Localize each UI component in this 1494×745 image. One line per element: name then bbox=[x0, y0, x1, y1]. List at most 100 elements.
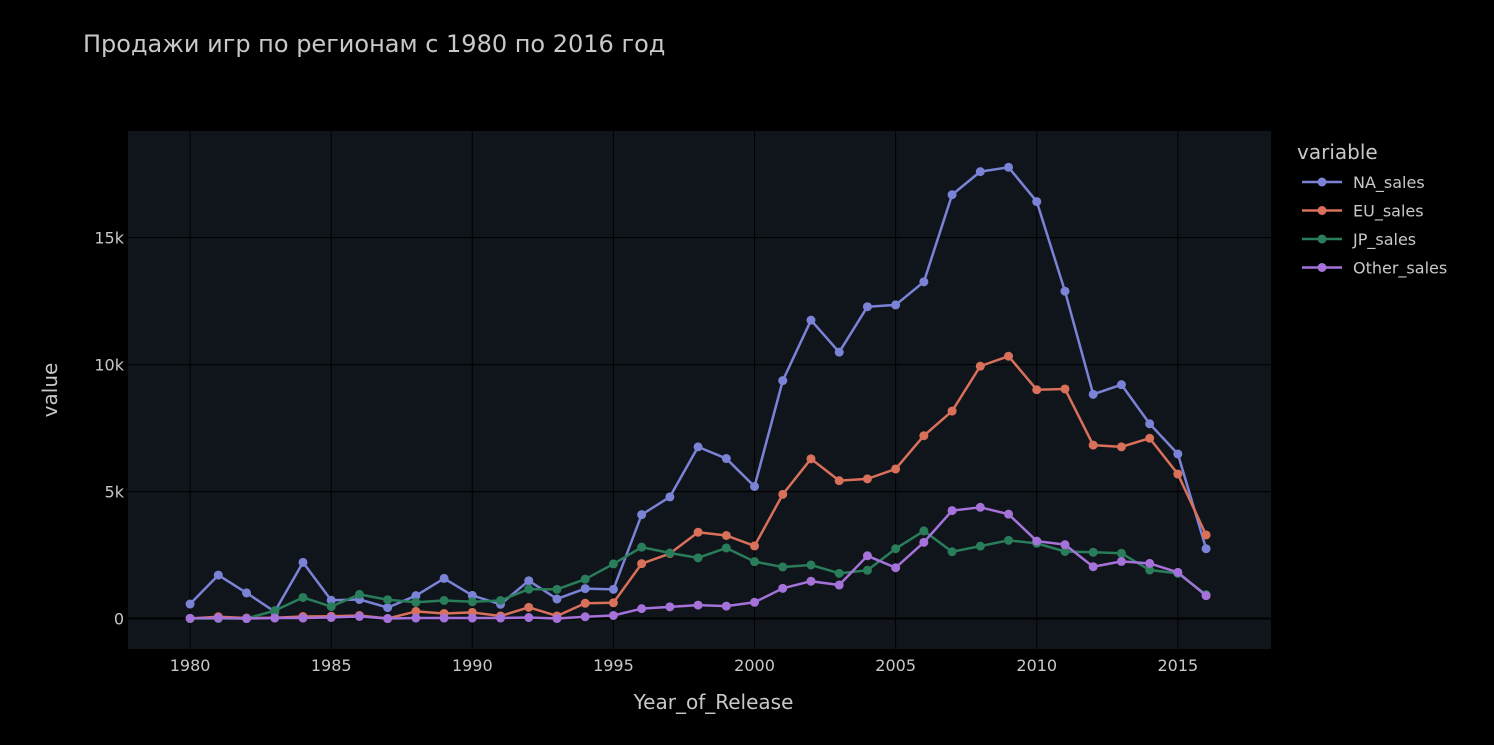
data-point[interactable] bbox=[580, 584, 590, 594]
data-point[interactable] bbox=[552, 594, 562, 604]
data-point[interactable] bbox=[439, 596, 449, 606]
data-point[interactable] bbox=[778, 489, 788, 499]
data-point[interactable] bbox=[1088, 440, 1098, 450]
data-point[interactable] bbox=[721, 601, 731, 611]
data-point[interactable] bbox=[1173, 469, 1183, 479]
data-point[interactable] bbox=[1116, 442, 1126, 452]
data-point[interactable] bbox=[298, 557, 308, 567]
data-point[interactable] bbox=[1004, 535, 1014, 545]
data-point[interactable] bbox=[1004, 509, 1014, 519]
data-point[interactable] bbox=[298, 592, 308, 602]
data-point[interactable] bbox=[1145, 419, 1155, 429]
data-point[interactable] bbox=[975, 502, 985, 512]
data-point[interactable] bbox=[467, 597, 477, 607]
data-point[interactable] bbox=[242, 588, 252, 598]
data-point[interactable] bbox=[891, 563, 901, 573]
data-point[interactable] bbox=[862, 474, 872, 484]
data-point[interactable] bbox=[750, 541, 760, 551]
data-point[interactable] bbox=[693, 553, 703, 563]
data-point[interactable] bbox=[383, 614, 393, 624]
data-point[interactable] bbox=[947, 406, 957, 416]
data-point[interactable] bbox=[298, 613, 308, 623]
data-point[interactable] bbox=[1032, 385, 1042, 395]
data-point[interactable] bbox=[806, 576, 816, 586]
data-point[interactable] bbox=[213, 570, 223, 580]
data-point[interactable] bbox=[1060, 286, 1070, 296]
data-point[interactable] bbox=[721, 454, 731, 464]
data-point[interactable] bbox=[411, 591, 421, 601]
data-point[interactable] bbox=[834, 476, 844, 486]
data-point[interactable] bbox=[693, 527, 703, 537]
data-point[interactable] bbox=[185, 599, 195, 609]
data-point[interactable] bbox=[891, 300, 901, 310]
data-point[interactable] bbox=[383, 603, 393, 613]
data-point[interactable] bbox=[552, 614, 562, 624]
data-point[interactable] bbox=[919, 526, 929, 536]
data-point[interactable] bbox=[1032, 536, 1042, 546]
data-point[interactable] bbox=[665, 492, 675, 502]
data-point[interactable] bbox=[524, 584, 534, 594]
data-point[interactable] bbox=[1088, 562, 1098, 572]
data-point[interactable] bbox=[778, 562, 788, 572]
data-point[interactable] bbox=[524, 613, 534, 623]
data-point[interactable] bbox=[750, 557, 760, 567]
data-point[interactable] bbox=[637, 604, 647, 614]
data-point[interactable] bbox=[862, 551, 872, 561]
data-point[interactable] bbox=[665, 548, 675, 558]
data-point[interactable] bbox=[1201, 544, 1211, 554]
data-point[interactable] bbox=[750, 597, 760, 607]
data-point[interactable] bbox=[637, 542, 647, 552]
data-point[interactable] bbox=[213, 613, 223, 623]
legend-item-other-sales[interactable]: Other_sales bbox=[1302, 259, 1447, 279]
data-point[interactable] bbox=[919, 431, 929, 441]
data-point[interactable] bbox=[919, 537, 929, 547]
data-point[interactable] bbox=[552, 584, 562, 594]
data-point[interactable] bbox=[862, 565, 872, 575]
data-point[interactable] bbox=[580, 574, 590, 584]
data-point[interactable] bbox=[919, 277, 929, 287]
data-point[interactable] bbox=[1201, 530, 1211, 540]
data-point[interactable] bbox=[637, 559, 647, 569]
data-point[interactable] bbox=[608, 584, 618, 594]
data-point[interactable] bbox=[467, 590, 477, 600]
data-point[interactable] bbox=[891, 464, 901, 474]
data-point[interactable] bbox=[1173, 449, 1183, 459]
data-point[interactable] bbox=[1145, 565, 1155, 575]
data-point[interactable] bbox=[806, 315, 816, 325]
data-point[interactable] bbox=[524, 602, 534, 612]
data-point[interactable] bbox=[354, 589, 364, 599]
data-point[interactable] bbox=[778, 376, 788, 386]
data-point[interactable] bbox=[242, 614, 252, 624]
data-point[interactable] bbox=[947, 506, 957, 516]
data-point[interactable] bbox=[834, 568, 844, 578]
data-point[interactable] bbox=[975, 167, 985, 177]
data-point[interactable] bbox=[806, 560, 816, 570]
data-point[interactable] bbox=[665, 602, 675, 612]
data-point[interactable] bbox=[750, 481, 760, 491]
data-point[interactable] bbox=[1088, 547, 1098, 557]
data-point[interactable] bbox=[524, 576, 534, 586]
data-point[interactable] bbox=[721, 530, 731, 540]
data-point[interactable] bbox=[806, 454, 816, 464]
data-point[interactable] bbox=[1116, 548, 1126, 558]
data-point[interactable] bbox=[270, 606, 280, 616]
data-point[interactable] bbox=[439, 573, 449, 583]
data-point[interactable] bbox=[975, 361, 985, 371]
data-point[interactable] bbox=[608, 598, 618, 608]
data-point[interactable] bbox=[270, 613, 280, 623]
data-point[interactable] bbox=[496, 613, 506, 623]
legend-item-na-sales[interactable]: NA_sales bbox=[1302, 173, 1425, 193]
data-point[interactable] bbox=[185, 613, 195, 623]
data-point[interactable] bbox=[862, 302, 872, 312]
data-point[interactable] bbox=[778, 583, 788, 593]
data-point[interactable] bbox=[1032, 197, 1042, 207]
data-point[interactable] bbox=[637, 510, 647, 520]
data-point[interactable] bbox=[693, 442, 703, 452]
data-point[interactable] bbox=[326, 602, 336, 612]
data-point[interactable] bbox=[1060, 384, 1070, 394]
data-point[interactable] bbox=[1060, 540, 1070, 550]
data-point[interactable] bbox=[834, 580, 844, 590]
data-point[interactable] bbox=[411, 597, 421, 607]
data-point[interactable] bbox=[1004, 351, 1014, 361]
data-point[interactable] bbox=[1116, 380, 1126, 390]
